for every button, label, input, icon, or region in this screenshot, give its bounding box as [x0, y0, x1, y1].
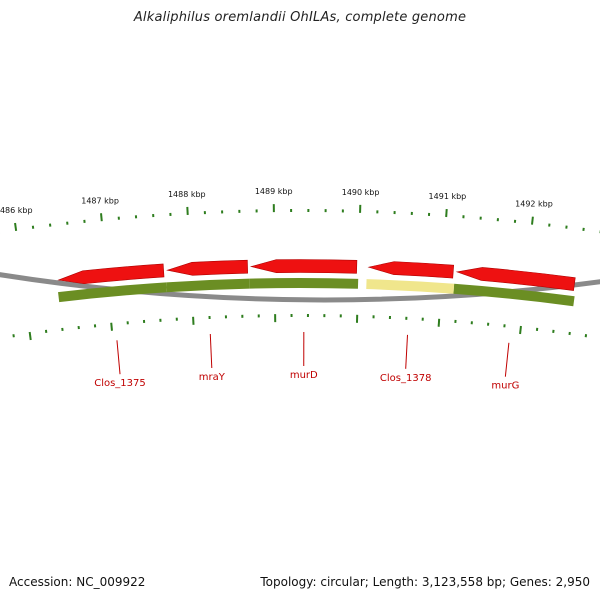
- gene-label: murG: [491, 381, 519, 392]
- cds-feature-murd: [249, 277, 359, 289]
- major-tick-inner: [28, 331, 32, 341]
- major-tick-inner: [437, 318, 441, 327]
- cds-feature-clos-1378: [366, 279, 455, 294]
- gene-leader-line: [405, 334, 409, 369]
- genome-summary: Topology: circular; Length: 3,123,558 bp…: [260, 575, 590, 589]
- kbp-tick-label: 1489 kbp: [255, 187, 293, 196]
- backbone-ring: [0, 272, 600, 303]
- kbp-labels: 1486 kbp 1487 kbp 1488 kbp 1489 kbp 1490 kbp…: [0, 187, 553, 215]
- kbp-tick-label: 1486 kbp: [0, 206, 33, 215]
- major-tick-outer: [14, 222, 18, 232]
- gene-labels: murG Clos_1378 murD mraY Clos_1375: [94, 332, 519, 392]
- gene-arrow-murd: [249, 259, 358, 274]
- gene-leader-line: [116, 340, 121, 375]
- cds-feature-murg: [453, 283, 575, 307]
- gene-label: murD: [290, 370, 318, 381]
- gene-arrow-murg: [455, 267, 576, 291]
- major-tick-inner: [519, 325, 522, 335]
- kbp-tick-label: 1488 kbp: [168, 190, 206, 199]
- accession-label: Accession: NC_009922: [9, 575, 146, 589]
- gene-arrow-clos-1375: [57, 263, 165, 285]
- gene-track: [57, 259, 576, 291]
- gene-label: Clos_1375: [94, 378, 146, 389]
- major-tick-outer: [100, 213, 103, 222]
- feature-track: [58, 277, 575, 307]
- major-tick-outer: [531, 216, 534, 225]
- gene-leader-line: [504, 342, 510, 377]
- cds-feature-mray: [166, 278, 250, 293]
- inner-tick-marks: [12, 314, 588, 341]
- kbp-tick-label: 1492 kbp: [515, 200, 553, 209]
- kbp-tick-label: 1487 kbp: [81, 196, 119, 205]
- major-tick-outer: [445, 208, 448, 218]
- gene-arrow-mray: [166, 259, 248, 276]
- gene-arrow-clos-1378: [367, 261, 455, 279]
- kbp-tick-label: 1491 kbp: [429, 192, 467, 201]
- cds-feature-clos-1375: [58, 282, 167, 303]
- gene-label: mraY: [199, 372, 226, 383]
- gene-label: Clos_1378: [380, 373, 432, 384]
- kbp-tick-label: 1490 kbp: [342, 188, 380, 197]
- outer-tick-marks: [0, 204, 600, 234]
- major-tick-inner: [110, 322, 113, 331]
- gene-leader-line: [209, 333, 213, 368]
- map-title: Alkaliphilus oremlandii OhILAs, complete…: [133, 10, 467, 25]
